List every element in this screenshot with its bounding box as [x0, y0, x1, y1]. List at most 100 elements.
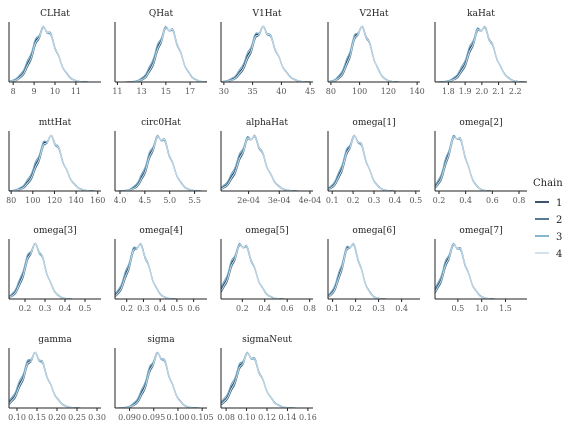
density-chain-2: [327, 135, 420, 192]
x-tick-label: 0.2: [349, 304, 362, 313]
x-tick-label: 0.25: [68, 413, 86, 422]
density-chain-4: [434, 136, 527, 192]
x-tick-label: 0.5: [79, 304, 92, 313]
density-chain-3: [327, 134, 420, 192]
x-tick-label: 1.5: [499, 304, 512, 313]
density-chain-3: [434, 242, 527, 300]
density-chain-4: [8, 25, 101, 83]
x-tick-label: 40: [276, 87, 286, 96]
density-chain-2: [220, 244, 313, 300]
x-tick-label: 100: [352, 87, 367, 96]
panel-omega-1: omega[1] 0.1 0.2 0.3 0.4 0.5: [326, 118, 422, 205]
x-tick-label: 5.5: [188, 196, 201, 205]
x-tick-label: 0.3: [39, 304, 52, 313]
x-tick-label: 80: [6, 196, 16, 205]
panel-title: CLHat: [40, 9, 70, 19]
density-chain-4: [8, 351, 101, 409]
x-tick-label: 0.1: [326, 304, 339, 313]
panel-circ0hat: circ0Hat 4.0 4.5 5.0 5.5: [114, 118, 207, 205]
x-tick-label: 17: [185, 87, 195, 96]
x-tick-label: 2.0: [475, 87, 488, 96]
x-tick-label: 0.4: [59, 304, 72, 313]
density-chain-2: [434, 244, 527, 300]
x-tick-label: 0.4: [459, 196, 472, 205]
x-tick-label: 1.0: [475, 304, 488, 313]
density-chain-4: [327, 134, 420, 192]
x-tick-label: 0.8: [513, 196, 526, 205]
density-chain-4: [220, 134, 313, 192]
panel-title: sigma: [147, 335, 175, 345]
panel-title: omega[6]: [352, 226, 395, 236]
density-chain-3: [115, 134, 207, 192]
panel-omega-5: omega[5] 0.2 0.4 0.6 0.8: [220, 226, 316, 313]
x-tick-label: 0.30: [88, 413, 106, 422]
x-tick-label: 120: [47, 196, 62, 205]
density-chain-4: [435, 25, 527, 83]
panel-sigma: sigma 0.090 0.095 0.100 0.105: [114, 335, 214, 422]
panel-qhat: QHat 11 13 15 17: [112, 9, 208, 96]
legend-label: 3: [556, 232, 562, 243]
x-tick-label: 0.5: [452, 304, 465, 313]
panel-v2hat: V2Hat 80 100 120 140: [326, 9, 425, 96]
panel-title: alphaHat: [246, 118, 288, 128]
panel-title: V1Hat: [251, 9, 281, 19]
panel-title: gamma: [38, 335, 72, 345]
x-tick-label: 8: [11, 87, 16, 96]
panel-alphahat: alphaHat 2e-04 3e-04 4e-04: [220, 118, 322, 205]
x-tick-label: 4.5: [138, 196, 151, 205]
x-tick-label: 11: [112, 87, 122, 96]
x-tick-label: 100: [25, 196, 40, 205]
x-tick-label: 4e-04: [299, 196, 322, 205]
density-chain-3: [115, 25, 208, 83]
x-tick-label: 0.4: [154, 304, 167, 313]
panel-title: V2Hat: [358, 9, 388, 19]
x-tick-label: 160: [90, 196, 105, 205]
x-tick-label: 0.16: [299, 413, 317, 422]
density-chain-3: [8, 243, 101, 300]
density-chain-3: [434, 134, 527, 192]
panel-title: omega[5]: [245, 226, 288, 236]
x-tick-label: 11: [71, 87, 81, 96]
panel-mtthat: mttHat 80 100 120 140 160: [6, 118, 105, 205]
density-chain-4: [115, 135, 207, 192]
panel-clhat: CLHat 8 9 10 11: [8, 9, 101, 96]
panel-omega-3: omega[3] 0.2 0.3 0.4 0.5: [8, 226, 101, 313]
x-tick-label: 0.4: [395, 304, 408, 313]
x-tick-label: 35: [248, 87, 258, 96]
density-chain-2: [115, 352, 207, 409]
x-tick-label: 13: [137, 87, 147, 96]
density-chain-1: [434, 243, 527, 300]
panel-title: mttHat: [39, 118, 72, 128]
panel-omega-2: omega[2] 0.2 0.4 0.6 0.8: [433, 118, 527, 205]
panel-title: omega[4]: [139, 226, 182, 236]
density-chain-1: [220, 243, 313, 300]
x-tick-label: 0.2: [433, 196, 446, 205]
x-tick-label: 0.5: [171, 304, 184, 313]
density-chain-1: [327, 25, 420, 83]
density-chain-4: [115, 352, 207, 409]
density-chain-1: [327, 134, 420, 192]
x-tick-label: 2e-04: [237, 196, 260, 205]
panel-grid: CLHat 8 9 10 11 QHat 11 13 15 17 V1Hat 30 35 40 45 V2Ha…: [6, 9, 528, 422]
panel-omega-7: omega[7] 0.5 1.0 1.5: [434, 226, 527, 313]
x-tick-label: 0.15: [28, 413, 46, 422]
density-chain-3: [220, 135, 313, 192]
density-chain-2: [114, 242, 207, 300]
x-tick-label: 0.08: [217, 413, 235, 422]
density-chain-3: [220, 242, 313, 300]
panel-title: omega[7]: [459, 226, 502, 236]
density-chain-1: [114, 243, 207, 300]
density-chain-3: [434, 26, 528, 83]
density-chain-4: [221, 25, 313, 83]
legend-label: 4: [556, 249, 562, 260]
x-tick-label: 0.12: [258, 413, 276, 422]
density-chain-1: [435, 26, 527, 83]
panel-v1hat: V1Hat 30 35 40 45: [219, 9, 315, 96]
panel-title: omega[2]: [459, 118, 502, 128]
x-tick-label: 2.2: [509, 87, 522, 96]
density-chain-3: [115, 351, 207, 409]
legend: Chain 1 2 3 4: [533, 178, 563, 260]
x-tick-label: 140: [68, 196, 83, 205]
x-tick-label: 140: [409, 87, 424, 96]
